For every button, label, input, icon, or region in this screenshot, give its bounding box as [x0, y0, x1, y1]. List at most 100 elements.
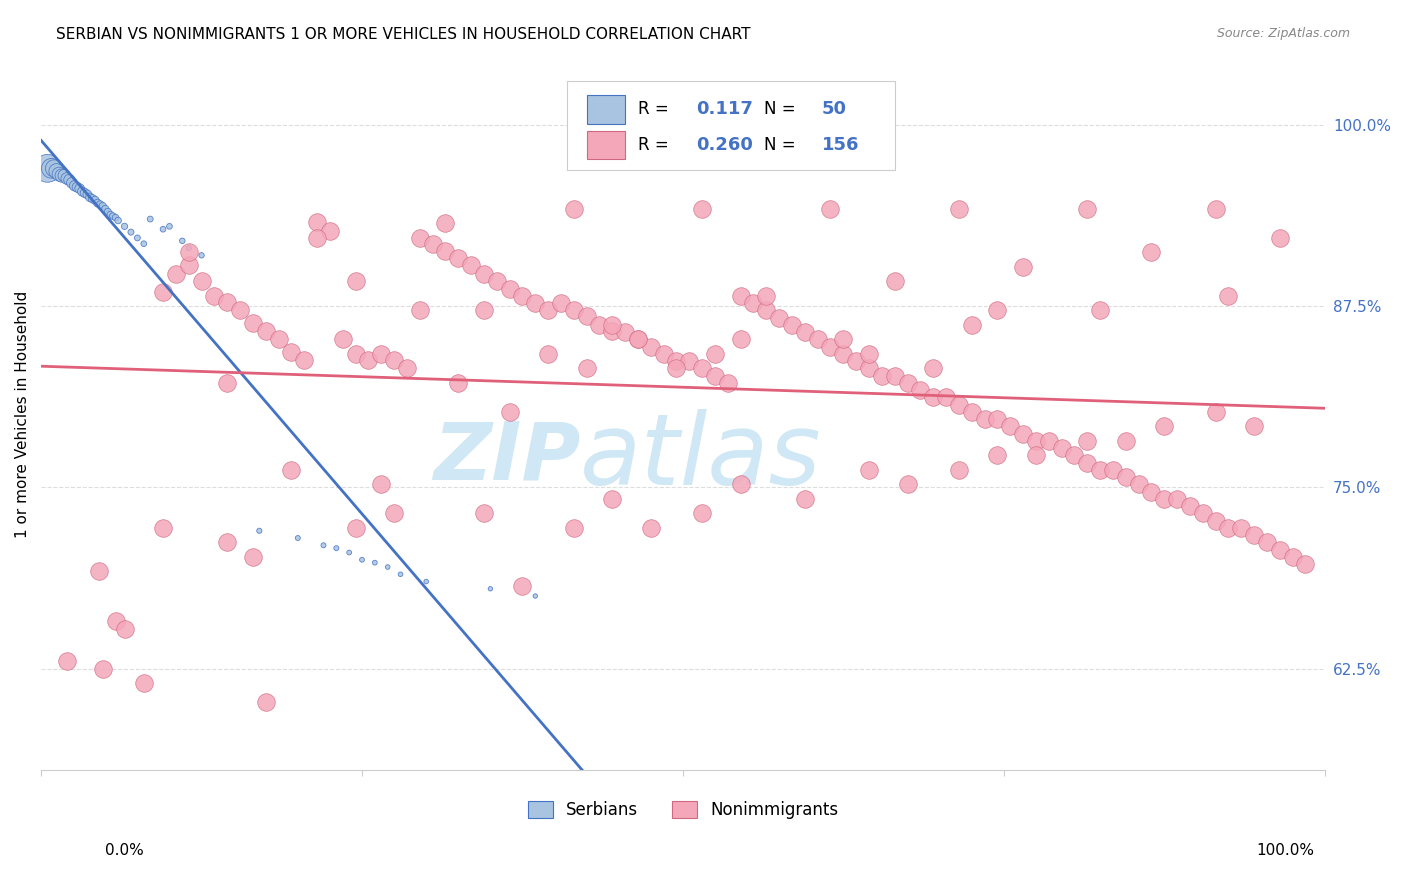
Point [45, 164, 67, 178]
Point [1012, 260, 1035, 274]
Text: 100.0%: 100.0% [1257, 843, 1315, 858]
Point [114, 623, 136, 637]
Point [1140, 245, 1163, 260]
Point [165, 267, 187, 281]
Text: N =: N = [763, 136, 800, 153]
Point [690, 361, 713, 376]
Point [575, 309, 598, 323]
Point [986, 303, 1008, 318]
Point [1038, 434, 1060, 448]
Point [537, 303, 560, 318]
Point [58, 173, 80, 187]
Point [86, 196, 108, 211]
Point [1025, 434, 1047, 448]
Point [1166, 491, 1188, 506]
Point [41, 161, 63, 176]
Point [280, 463, 302, 477]
Point [600, 318, 623, 332]
Point [730, 333, 752, 347]
Point [498, 405, 520, 419]
Point [344, 347, 367, 361]
Point [159, 219, 181, 234]
Point [152, 222, 174, 236]
Point [87, 565, 110, 579]
Point [1218, 289, 1240, 303]
Point [55, 654, 77, 668]
Point [91, 199, 114, 213]
Point [690, 202, 713, 216]
Point [498, 282, 520, 296]
Point [948, 398, 970, 412]
Point [550, 296, 572, 310]
Point [70, 185, 93, 199]
Point [704, 347, 727, 361]
FancyBboxPatch shape [586, 95, 626, 123]
Point [280, 345, 302, 359]
Point [717, 376, 740, 390]
Point [472, 507, 495, 521]
Point [409, 303, 432, 318]
Point [1012, 426, 1035, 441]
Point [858, 361, 880, 376]
Point [730, 289, 752, 303]
Point [229, 303, 252, 318]
Point [307, 231, 329, 245]
Text: ZIP: ZIP [433, 418, 581, 497]
Point [793, 491, 815, 506]
Point [562, 521, 585, 535]
Point [1281, 549, 1303, 564]
Text: 0.0%: 0.0% [105, 843, 145, 858]
Point [114, 219, 136, 234]
Point [524, 589, 547, 603]
Text: R =: R = [638, 136, 673, 153]
Point [1063, 449, 1085, 463]
Point [132, 236, 155, 251]
Text: Source: ZipAtlas.com: Source: ZipAtlas.com [1216, 27, 1350, 40]
Point [935, 391, 957, 405]
Point [832, 347, 855, 361]
Point [325, 541, 347, 556]
Point [350, 553, 373, 567]
Point [1205, 514, 1227, 528]
Text: N =: N = [763, 100, 800, 119]
Point [755, 303, 778, 318]
Y-axis label: 1 or more Vehicles in Household: 1 or more Vehicles in Household [15, 291, 30, 539]
Text: 0.117: 0.117 [696, 100, 752, 119]
Point [1294, 557, 1316, 571]
Point [79, 190, 101, 204]
Point [177, 259, 200, 273]
Point [1205, 202, 1227, 216]
Point [640, 521, 662, 535]
Point [82, 192, 104, 206]
Point [55, 171, 77, 186]
Point [127, 231, 149, 245]
Point [960, 318, 983, 332]
Point [524, 296, 547, 310]
Point [51, 169, 73, 183]
Point [575, 361, 598, 376]
Text: atlas: atlas [581, 409, 823, 506]
Point [755, 289, 778, 303]
Point [344, 521, 367, 535]
Point [479, 582, 502, 596]
Point [922, 361, 945, 376]
Point [845, 354, 868, 368]
Point [120, 225, 142, 239]
Point [107, 213, 129, 227]
Point [370, 347, 392, 361]
Point [820, 340, 842, 354]
Point [600, 491, 623, 506]
Point [1230, 521, 1253, 535]
Point [768, 310, 790, 325]
Point [1050, 441, 1073, 455]
FancyBboxPatch shape [586, 130, 626, 159]
Point [896, 477, 918, 491]
Point [793, 325, 815, 339]
Point [202, 289, 225, 303]
Point [60, 176, 83, 190]
Point [512, 289, 534, 303]
Point [883, 368, 905, 383]
Point [1025, 449, 1047, 463]
Point [870, 368, 893, 383]
Point [73, 186, 96, 200]
